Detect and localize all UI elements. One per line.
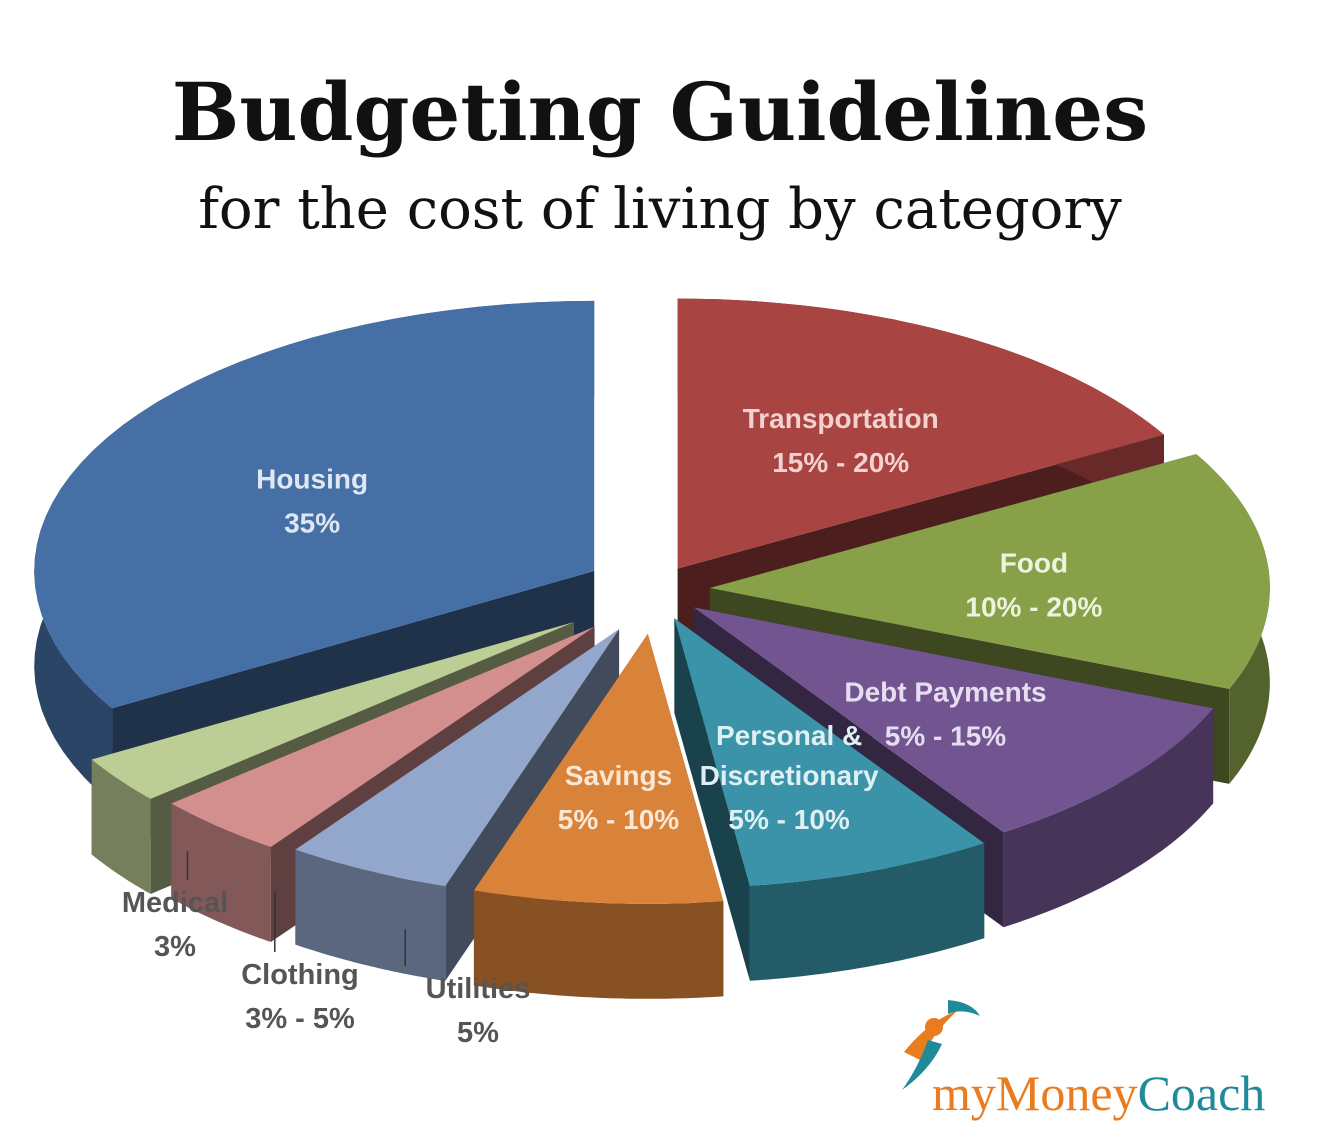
label-personal-and-discretionary: Personal & Discretionary 5% - 10% (700, 720, 879, 835)
chart-title: Budgeting Guidelines (172, 65, 1148, 159)
slice-range-label: 3% (154, 931, 196, 963)
slice-name-label: Debt Payments (844, 676, 1046, 707)
slice-name-label: Utilities (426, 973, 531, 1005)
slice-name-label: Discretionary (700, 760, 879, 791)
label-transportation: Transportation 15% - 20% (743, 403, 939, 478)
slice-top-face (677, 298, 1164, 569)
slice-range-label: 35% (284, 507, 340, 538)
slice-range-label: 10% - 20% (965, 591, 1102, 622)
slice-outer-wall (295, 849, 446, 981)
slice-range-label: 15% - 20% (772, 447, 909, 478)
slice-top-face (171, 626, 595, 847)
label-savings: Savings 5% - 10% (558, 760, 679, 835)
logo-text-coach: Coach (1138, 1065, 1266, 1121)
logo-text-my: my (932, 1065, 996, 1121)
slice-outer-wall (749, 843, 985, 981)
slice-outer-wall (473, 890, 724, 999)
slice-outer-wall (171, 803, 271, 942)
slice-name-label: Savings (565, 760, 672, 791)
label-housing: Housing 35% (256, 463, 368, 538)
label-clothing: Clothing 3% - 5% (241, 891, 359, 1035)
label-utilities: Utilities 5% (404, 929, 531, 1049)
pie-slices (34, 298, 1270, 999)
slice-top-face (709, 454, 1270, 689)
slice-top-face (693, 607, 1214, 833)
slice-top-face (473, 633, 724, 904)
slice-range-label: 5% (457, 1017, 499, 1049)
pie-slice-savings (473, 633, 724, 999)
label-medical: Medical 3% (122, 851, 228, 963)
slice-side-wall (674, 618, 750, 981)
slice-name-label: Clothing (241, 959, 359, 991)
slice-name-label: Personal & (716, 720, 862, 751)
slice-top-face (91, 622, 574, 799)
slice-name-label: Medical (122, 887, 228, 919)
svg-text:myMoneyCoach: myMoneyCoach (932, 1065, 1265, 1121)
label-food: Food 10% - 20% (965, 547, 1102, 622)
chart-subtitle: for the cost of living by category (198, 177, 1122, 242)
slice-top-face (295, 629, 620, 886)
slice-outer-wall (1003, 708, 1214, 928)
slice-range-label: 5% - 10% (728, 804, 849, 835)
slice-outer-wall (91, 759, 151, 894)
slice-range-label: 3% - 5% (245, 1003, 355, 1035)
slice-name-label: Food (1000, 547, 1068, 578)
slice-range-label: 5% - 15% (885, 720, 1006, 751)
logo-text-money: Money (996, 1065, 1138, 1121)
slice-labels: Transportation 15% - 20% Food 10% - 20% Debt… (122, 403, 1103, 1049)
slice-top-face (34, 300, 595, 709)
runner-figure-icon (902, 1000, 980, 1090)
slice-range-label: 5% - 10% (558, 804, 679, 835)
mymoneycoach-logo: myMoneyCoach (902, 1000, 1265, 1121)
slice-name-label: Transportation (743, 403, 939, 434)
label-debt-payments: Debt Payments 5% - 15% (844, 676, 1046, 751)
pie-slice-personal-and-discretionary (674, 618, 985, 981)
slice-top-face (674, 618, 985, 886)
slice-name-label: Housing (256, 463, 368, 494)
